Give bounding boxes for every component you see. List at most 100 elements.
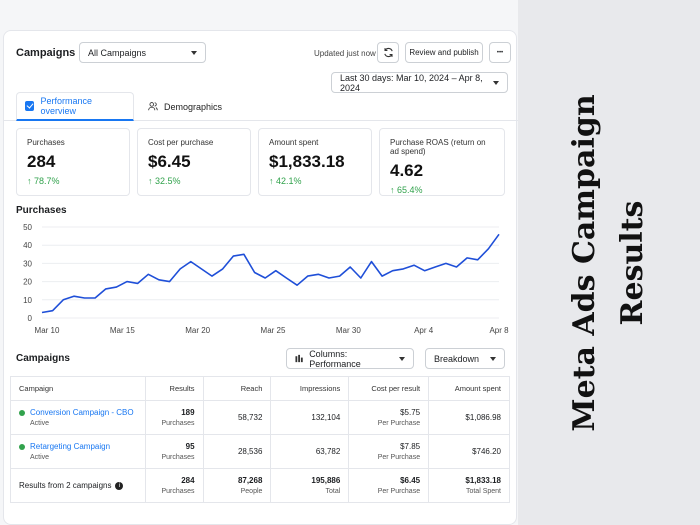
tab-performance-overview[interactable]: Performance overview bbox=[16, 92, 134, 121]
chart-title: Purchases bbox=[16, 205, 67, 216]
reach-cell: 87,268 People bbox=[202, 468, 272, 503]
results-cell: 189 Purchases bbox=[144, 400, 204, 435]
results-cell: 95 Purchases bbox=[144, 434, 204, 469]
chevron-down-icon bbox=[490, 356, 496, 361]
cost-unit: Per Purchase bbox=[377, 420, 421, 427]
spent-cell: $1,086.98 bbox=[428, 400, 510, 435]
impressions-cell: 132,104 bbox=[270, 400, 350, 435]
metric-delta: ↑ 32.5% bbox=[148, 176, 181, 186]
campaigns-table: Campaign Results Reach Impressions Cost … bbox=[10, 376, 510, 503]
chevron-down-icon bbox=[191, 50, 197, 55]
side-panel bbox=[518, 0, 700, 525]
impressions-cell: 63,782 bbox=[270, 434, 350, 469]
table-header-row: Campaign Results Reach Impressions Cost … bbox=[10, 376, 510, 401]
y-tick-label: 0 bbox=[28, 314, 33, 323]
tabs-divider bbox=[4, 120, 518, 121]
campaigns-card: Campaigns All Campaigns Updated just now… bbox=[3, 30, 518, 525]
column-header-amount-spent[interactable]: Amount spent bbox=[428, 376, 510, 401]
metric-card-purchases: Purchases 284 ↑ 78.7% bbox=[16, 128, 130, 196]
breakdown-select[interactable]: Breakdown bbox=[425, 348, 505, 369]
metric-card-amount-spent: Amount spent $1,833.18 ↑ 42.1% bbox=[258, 128, 372, 196]
metric-label: Cost per purchase bbox=[148, 138, 214, 147]
spent-cell: $1,833.18 Total Spent bbox=[428, 468, 510, 503]
metric-delta: ↑ 65.4% bbox=[390, 185, 423, 195]
reach-cell: 58,732 bbox=[202, 400, 272, 435]
x-tick-label: Mar 20 bbox=[185, 326, 210, 335]
x-tick-label: Mar 30 bbox=[336, 326, 361, 335]
impressions-value: 195,886 bbox=[311, 476, 341, 485]
cost-cell: $5.75 Per Purchase bbox=[348, 400, 430, 435]
campaign-status: Active bbox=[30, 454, 50, 461]
cost-unit: Per Purchase bbox=[377, 454, 421, 461]
cost-cell: $7.85 Per Purchase bbox=[348, 434, 430, 469]
results-value: 284 bbox=[181, 476, 195, 485]
x-tick-label: Apr 8 bbox=[489, 326, 509, 335]
review-and-publish-button[interactable]: Review and publish bbox=[405, 42, 483, 63]
tab-demographics[interactable]: Demographics bbox=[140, 92, 230, 121]
x-tick-label: Mar 15 bbox=[110, 326, 135, 335]
column-header-impressions[interactable]: Impressions bbox=[270, 376, 350, 401]
campaigns-section-title: Campaigns bbox=[16, 353, 70, 364]
active-status-dot-icon bbox=[19, 443, 25, 450]
column-header-reach[interactable]: Reach bbox=[202, 376, 272, 401]
people-icon bbox=[148, 102, 158, 111]
campaign-select-value: All Campaigns bbox=[88, 47, 147, 58]
results-value: 95 bbox=[185, 442, 195, 451]
metric-value: $1,833.18 bbox=[269, 152, 345, 171]
info-icon[interactable]: i bbox=[115, 481, 124, 490]
updated-status: Updated just now bbox=[314, 49, 376, 58]
more-options-button[interactable]: ••• bbox=[489, 42, 511, 63]
page-title: Campaigns bbox=[16, 47, 76, 59]
tab-label: Performance overview bbox=[40, 96, 92, 116]
columns-icon bbox=[295, 354, 303, 363]
campaign-status: Active bbox=[30, 420, 50, 427]
campaign-select[interactable]: All Campaigns bbox=[79, 42, 206, 63]
breakdown-select-value: Breakdown bbox=[434, 353, 480, 364]
metric-label: Purchase ROAS (return on ad spend) bbox=[390, 138, 486, 156]
metric-card-purchase-roas: Purchase ROAS (return on ad spend) 4.62 … bbox=[379, 128, 505, 196]
side-title-area: Meta Ads Campaign Results bbox=[518, 0, 700, 525]
impressions-cell: 195,886 Total bbox=[270, 468, 350, 503]
results-unit: Purchases bbox=[161, 454, 195, 461]
refresh-button[interactable] bbox=[377, 42, 399, 63]
y-tick-label: 10 bbox=[23, 296, 32, 305]
checkbox-icon bbox=[25, 101, 35, 111]
chevron-down-icon bbox=[399, 356, 405, 361]
spent-unit: Total Spent bbox=[465, 488, 501, 495]
results-unit: Purchases bbox=[161, 488, 195, 495]
campaign-link[interactable]: Retargeting Campaign bbox=[30, 442, 111, 451]
y-tick-label: 50 bbox=[23, 223, 32, 232]
column-header-results[interactable]: Results bbox=[144, 376, 204, 401]
x-tick-label: Apr 4 bbox=[414, 326, 434, 335]
reach-value: 87,268 bbox=[237, 476, 263, 485]
cost-unit: Per Purchase bbox=[377, 488, 421, 495]
spent-value: $1,833.18 bbox=[465, 476, 501, 485]
columns-select[interactable]: Columns: Performance bbox=[286, 348, 414, 369]
date-range-select[interactable]: Last 30 days: Mar 10, 2024 – Apr 8, 2024 bbox=[331, 72, 508, 93]
metric-label: Amount spent bbox=[269, 138, 319, 147]
metric-value: $6.45 bbox=[148, 152, 191, 171]
total-label-cell: Results from 2 campaigns i bbox=[10, 468, 146, 503]
cost-value: $5.75 bbox=[400, 408, 421, 417]
refresh-icon bbox=[383, 47, 393, 58]
campaign-link[interactable]: Conversion Campaign - CBO bbox=[30, 408, 134, 417]
purchases-line-chart: 0 10 20 30 40 50 Mar 10 Mar 15 Mar 20 Mar 25 Mar 3… bbox=[23, 223, 509, 335]
metric-label: Purchases bbox=[27, 138, 65, 147]
table-row: Conversion Campaign - CBO Active 189 Purc… bbox=[10, 400, 510, 435]
metric-delta: ↑ 42.1% bbox=[269, 176, 302, 186]
reach-cell: 28,536 bbox=[202, 434, 272, 469]
tab-label: Demographics bbox=[163, 101, 222, 112]
y-tick-label: 40 bbox=[23, 241, 32, 250]
metric-delta: ↑ 78.7% bbox=[27, 176, 60, 186]
total-label: Results from 2 campaigns bbox=[19, 481, 112, 490]
column-header-campaign[interactable]: Campaign bbox=[10, 376, 146, 401]
results-unit: Purchases bbox=[161, 420, 195, 427]
reach-unit: People bbox=[240, 488, 263, 495]
metric-value: 4.62 bbox=[390, 161, 424, 180]
impressions-unit: Total bbox=[325, 488, 341, 495]
results-cell: 284 Purchases bbox=[144, 468, 204, 503]
purchases-series-line bbox=[41, 233, 500, 314]
chevron-down-icon bbox=[493, 80, 499, 85]
columns-select-value: Columns: Performance bbox=[309, 348, 361, 369]
column-header-cost-per-result[interactable]: Cost per result bbox=[348, 376, 430, 401]
